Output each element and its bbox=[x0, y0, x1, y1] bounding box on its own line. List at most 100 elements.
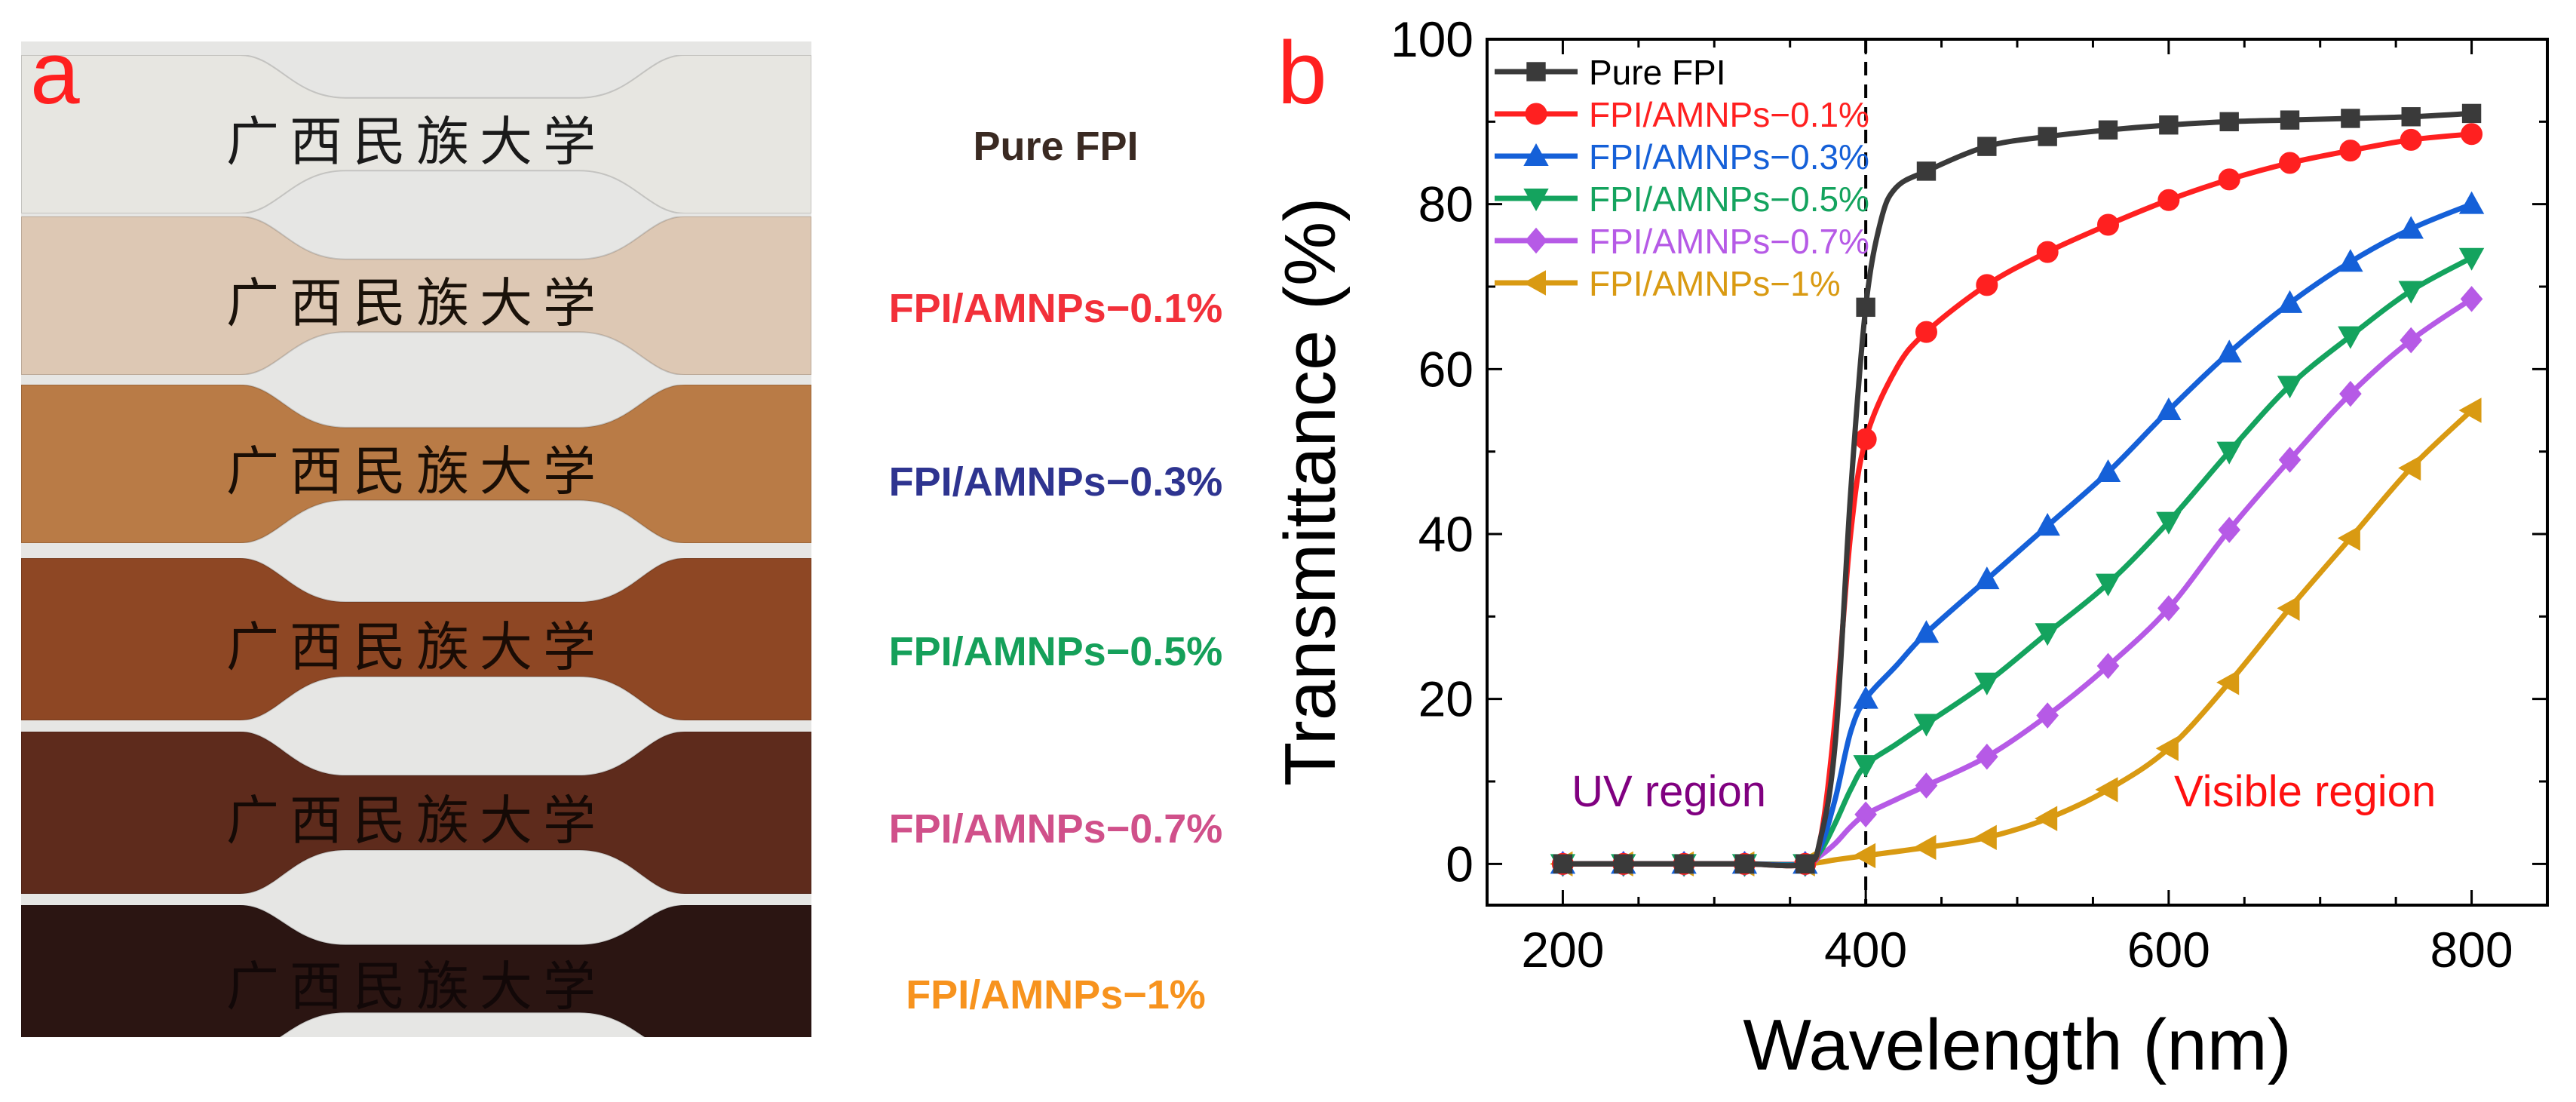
sample-photo: 广西民族大学 广西民族大学 广西民族大学 广西民族大学 广西民族大学 广西民族大学 bbox=[21, 41, 811, 1037]
triangle-up-marker bbox=[1974, 566, 2000, 590]
square-marker bbox=[1916, 161, 1937, 181]
triangle-up-marker bbox=[2277, 290, 2303, 313]
circle-marker bbox=[2036, 241, 2059, 263]
y-tick-label: 100 bbox=[1391, 11, 1474, 67]
diamond-marker bbox=[1854, 801, 1877, 828]
diamond-marker bbox=[2460, 286, 2483, 312]
film-strip bbox=[21, 558, 811, 720]
square-marker bbox=[2038, 127, 2057, 146]
square-marker bbox=[2280, 110, 2300, 130]
square-marker bbox=[2461, 103, 2482, 124]
strip-printed-text: 广西民族大学 bbox=[226, 955, 606, 1018]
triangle-down-marker bbox=[2338, 326, 2363, 349]
diamond-marker bbox=[2339, 380, 2362, 407]
triangle-up-marker bbox=[2398, 216, 2424, 239]
triangle-left-marker bbox=[1523, 270, 1546, 296]
circle-marker bbox=[2218, 168, 2240, 191]
legend-label: FPI/AMNPs−0.5% bbox=[1589, 180, 1869, 219]
film-strip bbox=[21, 905, 811, 1037]
triangle-up-marker bbox=[2458, 191, 2485, 214]
triangle-left-marker bbox=[2398, 455, 2421, 481]
x-tick-label: 600 bbox=[2127, 922, 2210, 978]
strip-printed-text: 广西民族大学 bbox=[226, 440, 606, 502]
circle-marker bbox=[2157, 189, 2180, 211]
diamond-marker bbox=[2157, 595, 2180, 622]
x-tick-label: 800 bbox=[2430, 922, 2513, 978]
x-tick-label: 400 bbox=[1824, 922, 1907, 978]
sample-label: FPI/AMNPs−0.7% bbox=[888, 806, 1223, 852]
region-annotation: Visible region bbox=[2174, 767, 2436, 816]
triangle-left-marker bbox=[2337, 525, 2360, 551]
diamond-marker bbox=[1915, 772, 1938, 799]
triangle-down-marker bbox=[2277, 376, 2303, 399]
panel-a-letter: a bbox=[30, 23, 80, 123]
square-marker bbox=[1977, 137, 1997, 156]
triangle-left-marker bbox=[1913, 834, 1937, 861]
film-strip-shape bbox=[21, 216, 811, 375]
triangle-down-marker bbox=[1523, 189, 1549, 212]
triangle-up-marker bbox=[2338, 249, 2363, 272]
circle-marker bbox=[2279, 152, 2302, 174]
circle-marker bbox=[1915, 321, 1937, 343]
circle-marker bbox=[2097, 213, 2120, 236]
diamond-marker bbox=[2218, 517, 2241, 543]
diamond-marker bbox=[2036, 702, 2059, 729]
film-strip-shape bbox=[21, 558, 811, 720]
diamond-marker bbox=[1525, 227, 1547, 254]
circle-marker bbox=[1976, 274, 1998, 296]
diamond-marker bbox=[2400, 327, 2423, 354]
y-tick-label: 80 bbox=[1418, 177, 1474, 232]
square-marker bbox=[2341, 109, 2360, 128]
diamond-marker bbox=[2278, 447, 2302, 473]
series-line bbox=[1562, 201, 2473, 868]
triangle-left-marker bbox=[2035, 806, 2058, 831]
strip-printed-text: 广西民族大学 bbox=[226, 615, 606, 678]
triangle-down-marker bbox=[2035, 623, 2060, 646]
triangle-left-marker bbox=[2277, 595, 2300, 622]
triangle-down-marker bbox=[1974, 672, 2000, 695]
triangle-down-marker bbox=[2216, 441, 2242, 465]
film-strip bbox=[21, 216, 811, 375]
strip-printed-text: 广西民族大学 bbox=[226, 789, 606, 852]
triangle-up-marker bbox=[2216, 339, 2242, 363]
triangle-down-marker bbox=[2458, 247, 2485, 271]
x-tick-label: 200 bbox=[1521, 922, 1604, 978]
square-marker bbox=[1553, 854, 1573, 874]
square-marker bbox=[2159, 115, 2179, 135]
sample-label: FPI/AMNPs−0.5% bbox=[888, 629, 1223, 674]
triangle-left-marker bbox=[1973, 824, 1997, 851]
sample-label: FPI/AMNPs−0.3% bbox=[888, 459, 1223, 505]
circle-marker bbox=[1525, 103, 1547, 125]
triangle-left-marker bbox=[1853, 843, 1876, 869]
triangle-left-marker bbox=[2155, 735, 2179, 761]
square-marker bbox=[2401, 107, 2421, 127]
triangle-up-marker bbox=[2156, 397, 2182, 420]
film-strip-shape bbox=[21, 55, 811, 213]
triangle-up-marker bbox=[1523, 143, 1549, 166]
square-marker bbox=[1614, 854, 1633, 874]
triangle-left-marker bbox=[2458, 398, 2482, 423]
square-marker bbox=[1734, 854, 1755, 874]
triangle-left-marker bbox=[2216, 670, 2240, 695]
diamond-marker bbox=[1976, 743, 1998, 770]
circle-marker bbox=[2400, 128, 2422, 151]
y-tick-label: 60 bbox=[1418, 341, 1474, 397]
film-strip-shape bbox=[21, 385, 811, 543]
strip-printed-text: 广西民族大学 bbox=[226, 272, 606, 334]
legend-label: FPI/AMNPs−0.1% bbox=[1589, 95, 1869, 134]
y-tick-label: 0 bbox=[1446, 836, 1474, 892]
film-strip bbox=[21, 55, 811, 213]
legend-label: FPI/AMNPs−0.3% bbox=[1589, 137, 1869, 177]
triangle-up-marker bbox=[2095, 459, 2121, 482]
triangle-up-marker bbox=[1853, 686, 1878, 709]
square-marker bbox=[1796, 854, 1815, 874]
triangle-down-marker bbox=[1853, 755, 1878, 778]
triangle-down-marker bbox=[2095, 573, 2121, 597]
triangle-up-marker bbox=[2035, 513, 2060, 536]
region-annotation: UV region bbox=[1572, 767, 1766, 816]
film-strip-shape bbox=[21, 905, 811, 1037]
triangle-up-marker bbox=[1913, 620, 1940, 643]
square-marker bbox=[1526, 62, 1546, 81]
circle-marker bbox=[2461, 123, 2483, 146]
